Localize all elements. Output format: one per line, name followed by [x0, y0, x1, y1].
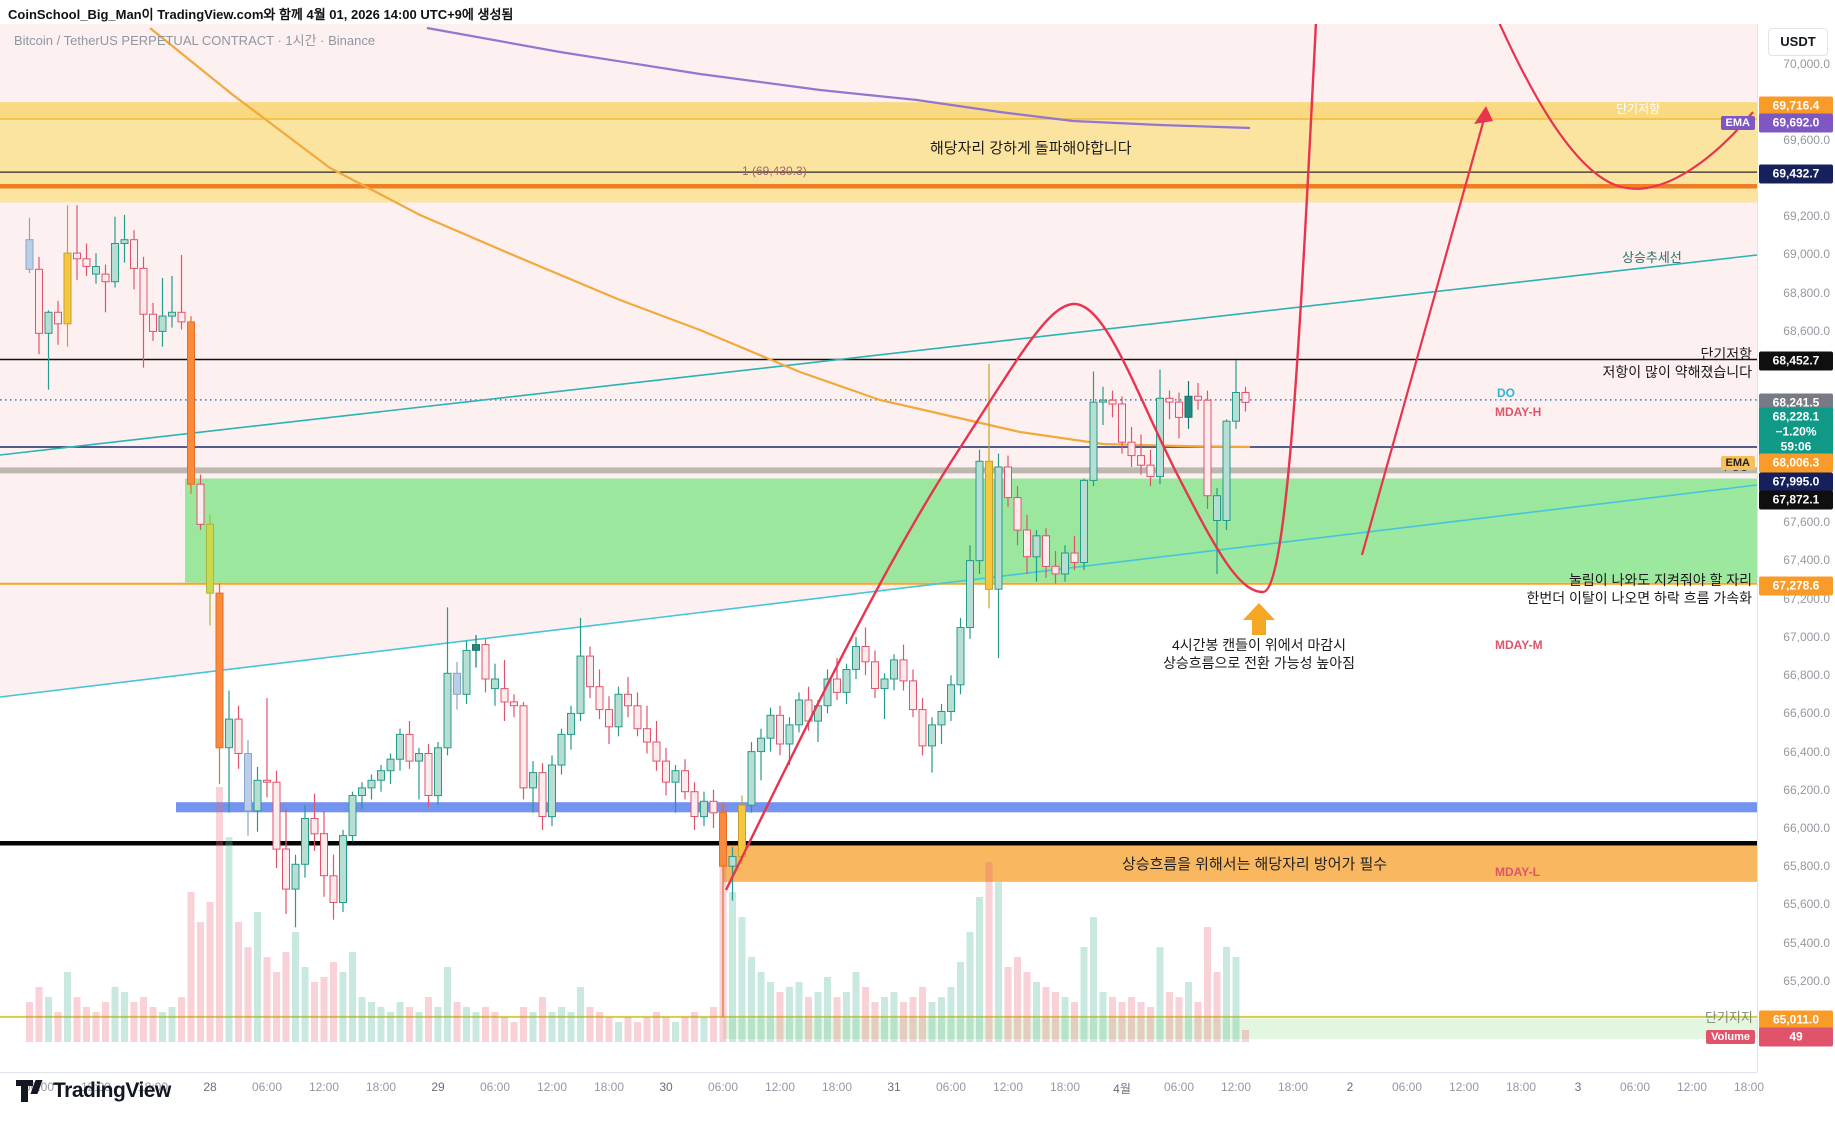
- zone: [0, 102, 1757, 119]
- axis-tick-label: 67,600.0: [1783, 515, 1830, 529]
- ema-slow-line: [426, 26, 1251, 130]
- axis-tick-label: 66,600.0: [1783, 706, 1830, 720]
- price-chart[interactable]: [0, 24, 1757, 1072]
- axis-tick-label: 65,200.0: [1783, 974, 1830, 988]
- axis-tick-label: 69,000.0: [1783, 247, 1830, 261]
- time-axis[interactable]: 06:00 12:00 18:00 28 06:00 12:00 18:00 29 06:00 1…: [0, 1072, 1764, 1103]
- time-axis-label: 06:00: [479, 1080, 511, 1094]
- time-axis-label: 12:00: [308, 1080, 340, 1094]
- red-right-curve: [1498, 24, 1754, 190]
- price-label-chip: 65,011.0: [1759, 1010, 1833, 1030]
- candles: [25, 205, 1250, 1017]
- tradingview-logo[interactable]: TradingView: [16, 1078, 171, 1104]
- time-axis-label: 18:00: [1733, 1080, 1765, 1094]
- price-label-chip: 69,692.0: [1759, 113, 1833, 133]
- tradingview-logo-icon: [16, 1078, 46, 1104]
- axis-tick-label: 66,000.0: [1783, 821, 1830, 835]
- axis-tick-label: 67,000.0: [1783, 630, 1830, 644]
- indicator-tag: EMA: [1720, 456, 1755, 470]
- time-axis-label: 06:00: [1391, 1080, 1423, 1094]
- price-label-chip: 69,716.4: [1759, 96, 1833, 116]
- axis-tick-label: 69,200.0: [1783, 209, 1830, 223]
- time-axis-label: 18:00: [1049, 1080, 1081, 1094]
- price-label-chip: 67,995.0: [1759, 472, 1833, 492]
- time-axis-label: 12:00: [1448, 1080, 1480, 1094]
- time-axis-label: 18:00: [1505, 1080, 1537, 1094]
- time-axis-label: 31: [887, 1080, 901, 1094]
- time-axis-label: 06:00: [1163, 1080, 1195, 1094]
- indicator-tag: EMA: [1720, 116, 1755, 130]
- time-axis-label: 18:00: [365, 1080, 397, 1094]
- time-axis-label: 12:00: [764, 1080, 796, 1094]
- rising-trendline-lower: [0, 484, 1757, 698]
- zone: [723, 1018, 1757, 1039]
- time-axis-label: 28: [203, 1080, 217, 1094]
- axis-tick-label: 69,600.0: [1783, 133, 1830, 147]
- price-label-chip: 68,228.1 −1.20% 59:06: [1759, 407, 1833, 457]
- indicator-tag: Volume: [1706, 1030, 1755, 1044]
- rising-trendline-upper: [0, 254, 1757, 456]
- time-axis-label: 06:00: [935, 1080, 967, 1094]
- zone: [176, 802, 1757, 813]
- price-label-chip: 68,452.7: [1759, 351, 1833, 371]
- price-label-chip: 68,006.3: [1759, 453, 1833, 473]
- axis-tick-label: 66,800.0: [1783, 668, 1830, 682]
- up-block-arrow-icon: [1243, 603, 1275, 635]
- time-axis-label: 06:00: [251, 1080, 283, 1094]
- price-label-chip: 67,872.1: [1759, 490, 1833, 510]
- time-axis-label: 12:00: [1220, 1080, 1252, 1094]
- axis-tick-label: 68,800.0: [1783, 286, 1830, 300]
- price-label-chip: 69,432.7: [1759, 164, 1833, 184]
- axis-tick-label: 65,600.0: [1783, 897, 1830, 911]
- red-up-arrow: [1360, 106, 1493, 556]
- axis-tick-label: 68,600.0: [1783, 324, 1830, 338]
- time-axis-label: 12:00: [1676, 1080, 1708, 1094]
- time-axis-label: 12:00: [992, 1080, 1024, 1094]
- price-axis[interactable]: USDT 70,000.0 69,600.0 69,200.0 69,000.0 68,…: [1757, 24, 1835, 1072]
- time-axis-label: 30: [659, 1080, 673, 1094]
- price-label-chip: 67,278.6: [1759, 576, 1833, 596]
- time-axis-label: 06:00: [707, 1080, 739, 1094]
- time-axis-label: 18:00: [1277, 1080, 1309, 1094]
- time-axis-label: 2: [1346, 1080, 1354, 1094]
- time-axis-label: 29: [431, 1080, 445, 1094]
- footer-bar: [0, 1102, 1835, 1128]
- attribution-text: CoinSchool_Big_Man이 TradingView.com와 함께 …: [8, 7, 514, 22]
- ema-fast-line: [149, 27, 1251, 449]
- time-axis-label: 18:00: [821, 1080, 853, 1094]
- time-axis-label: 12:00: [80, 1080, 112, 1094]
- time-axis-label: 12:00: [536, 1080, 568, 1094]
- time-axis-label: 3: [1574, 1080, 1582, 1094]
- axis-tick-label: 70,000.0: [1783, 57, 1830, 71]
- zone: [723, 845, 1757, 882]
- volume-bars: [26, 787, 1249, 1042]
- axis-tick-label: 65,400.0: [1783, 936, 1830, 950]
- time-axis-label: 18:00: [137, 1080, 169, 1094]
- axis-tick-label: 67,200.0: [1783, 592, 1830, 606]
- red-projection-curve: [724, 24, 1318, 891]
- price-label-chip: 49: [1759, 1027, 1833, 1047]
- currency-toggle-button[interactable]: USDT: [1768, 28, 1828, 56]
- axis-tick-label: 66,400.0: [1783, 745, 1830, 759]
- axis-tick-label: 65,800.0: [1783, 859, 1830, 873]
- time-axis-label: 06:00: [1619, 1080, 1651, 1094]
- symbol-title: Bitcoin / TetherUS PERPETUAL CONTRACT · …: [14, 33, 376, 48]
- axis-tick-label: 66,200.0: [1783, 783, 1830, 797]
- tradingview-logo-text: TradingView: [53, 1079, 171, 1102]
- time-axis-label: 4월: [1113, 1082, 1131, 1096]
- time-axis-label: 18:00: [593, 1080, 625, 1094]
- axis-tick-label: 67,400.0: [1783, 553, 1830, 567]
